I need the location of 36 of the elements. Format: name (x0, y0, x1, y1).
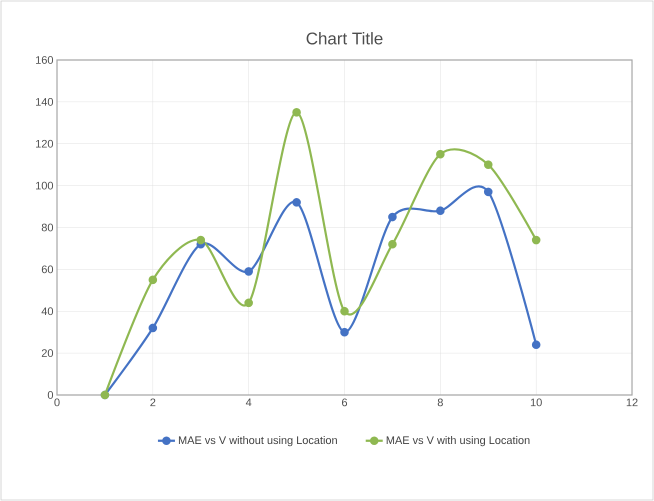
chart-title: Chart Title (306, 32, 383, 44)
point (292, 108, 301, 117)
point (196, 236, 206, 244)
y-tick-label: 120 (36, 140, 54, 148)
point (436, 150, 445, 159)
x-tick-label: 8 (438, 398, 443, 406)
y-tick-label: 100 (36, 182, 54, 190)
y-tick-label: 20 (42, 349, 54, 357)
x-tick-label: 4 (246, 398, 252, 406)
point (148, 276, 158, 284)
x-tick-label: 6 (342, 398, 348, 406)
point (340, 328, 349, 336)
point (388, 240, 397, 249)
y-tick-label: 140 (36, 98, 54, 106)
x-tick-label: 2 (150, 398, 156, 406)
y-tick-label: 60 (42, 265, 54, 274)
point (532, 236, 540, 244)
x-tick-label: 10 (530, 398, 542, 406)
point (148, 324, 158, 332)
point (244, 298, 253, 308)
y-tick-label: 80 (42, 224, 54, 232)
point (484, 188, 493, 196)
legend-label: MAE vs V without using Location (178, 436, 337, 446)
x-tick-label: 12 (626, 398, 638, 406)
point (244, 267, 253, 276)
point (532, 340, 540, 350)
point (484, 160, 493, 169)
point (388, 212, 397, 222)
point (436, 206, 445, 216)
point (340, 306, 349, 316)
point (292, 198, 301, 207)
y-tick-label: 0 (48, 391, 54, 399)
x-tick-label: 0 (54, 398, 60, 406)
legend-label: MAE vs V with using Location (386, 436, 530, 446)
y-tick-label: 160 (36, 56, 54, 64)
y-tick-label: 40 (42, 307, 54, 316)
